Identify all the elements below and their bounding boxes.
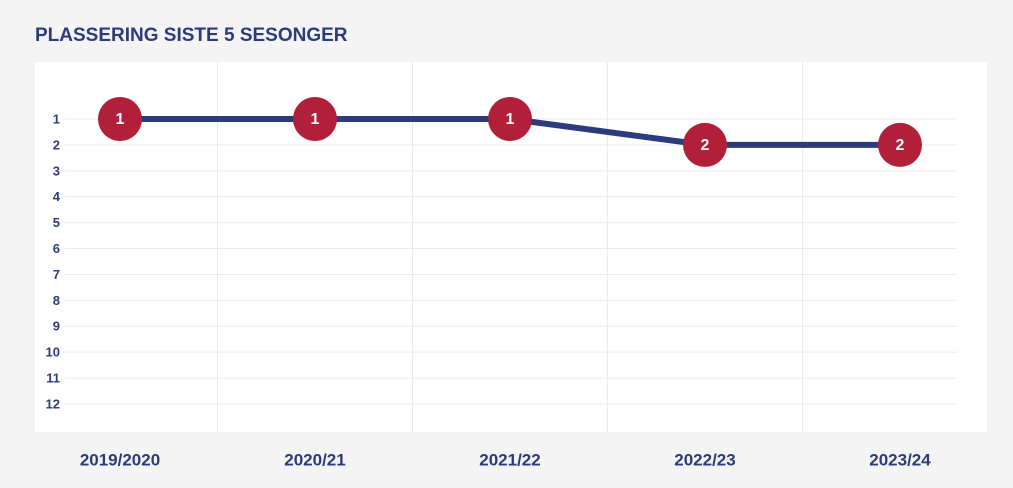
y-tick-label: 1 bbox=[53, 111, 60, 126]
y-tick-label: 6 bbox=[53, 241, 60, 256]
y-tick-label: 10 bbox=[46, 345, 60, 360]
y-tick-label: 9 bbox=[53, 319, 60, 334]
y-tick-label: 4 bbox=[53, 189, 61, 204]
chart-title: PLASSERING SISTE 5 SESONGER bbox=[35, 25, 348, 46]
value-label: 1 bbox=[116, 111, 125, 128]
x-tick-label: 2021/22 bbox=[479, 450, 540, 469]
marker bbox=[98, 97, 142, 141]
y-tick-label: 11 bbox=[46, 371, 60, 386]
x-tick-label: 2020/21 bbox=[284, 450, 345, 469]
y-tick-label: 8 bbox=[53, 293, 60, 308]
y-tick-label: 3 bbox=[53, 163, 60, 178]
marker bbox=[293, 97, 337, 141]
marker bbox=[683, 122, 727, 167]
y-tick-label: 7 bbox=[53, 267, 60, 282]
value-label: 1 bbox=[311, 111, 320, 128]
y-tick-label: 12 bbox=[46, 396, 60, 411]
value-label: 2 bbox=[896, 137, 905, 154]
x-tick-label: 2023/24 bbox=[869, 450, 931, 469]
marker bbox=[488, 97, 532, 141]
value-label: 2 bbox=[701, 137, 710, 154]
y-tick-label: 2 bbox=[53, 137, 60, 152]
value-label: 1 bbox=[506, 111, 515, 128]
x-tick-label: 2019/2020 bbox=[80, 450, 160, 469]
marker bbox=[878, 122, 922, 167]
y-tick-label: 5 bbox=[53, 215, 60, 230]
x-tick-label: 2022/23 bbox=[674, 450, 735, 469]
